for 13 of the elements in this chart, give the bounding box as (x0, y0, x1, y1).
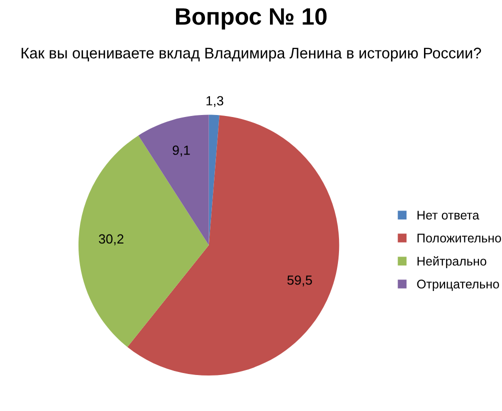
data-label: 59,5 (287, 275, 312, 286)
data-label: 30,2 (98, 234, 124, 246)
pie-slice (138, 114, 209, 246)
legend-label: Нейтрально (418, 256, 486, 268)
legend-label: Нет ответа (418, 210, 480, 220)
chart-title: Вопрос № 10 (176, 8, 327, 30)
data-label: 9,1 (172, 146, 190, 156)
legend-label: Положительно (418, 234, 502, 243)
pie-slice (78, 136, 209, 347)
legend-label: Отрицательно (417, 280, 500, 291)
data-label: 1,3 (206, 96, 224, 107)
chart-subtitle: Как вы оцениваете вклад Владимира Ленина в историю России? (22, 48, 482, 62)
pie-slice (127, 115, 340, 376)
